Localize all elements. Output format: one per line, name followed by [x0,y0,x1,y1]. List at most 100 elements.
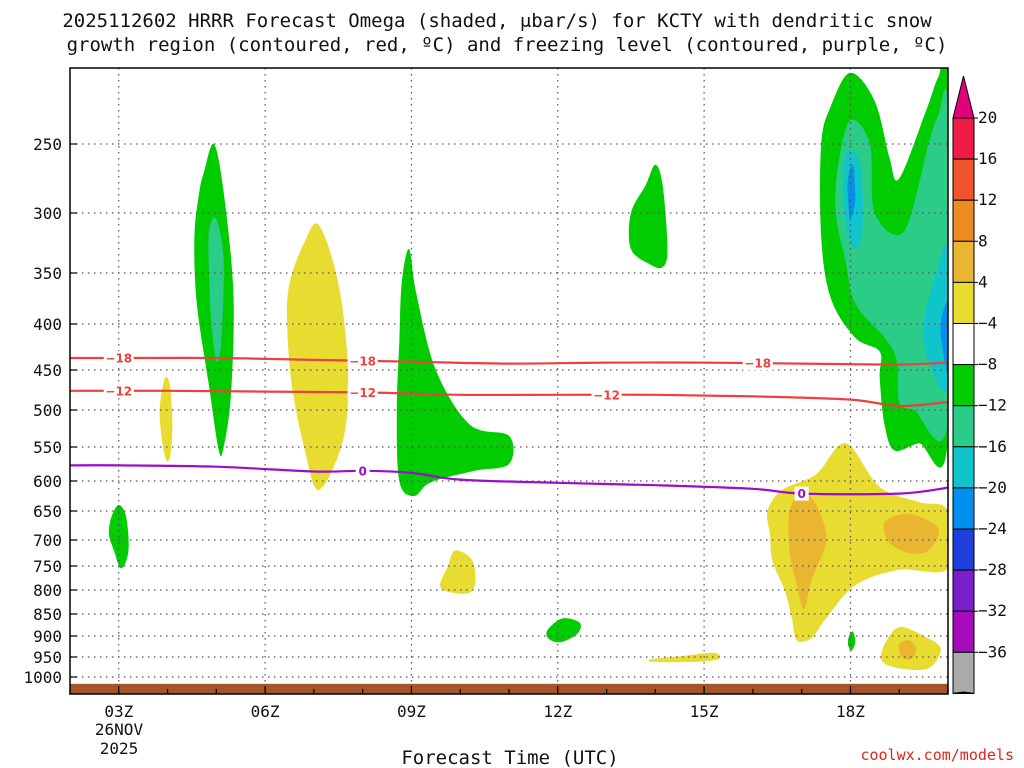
dgz-minus12-label-bg-1 [347,385,378,400]
dgz-minus12 [70,389,948,408]
freezing-level-label-bg-0 [355,463,370,478]
y-tick-label-250: 250 [33,135,62,154]
dgz-minus12-label-bg-2 [591,387,622,402]
dgz-minus18-label-bg-2 [742,356,773,371]
y-tick-label-900: 900 [33,627,62,646]
dgz-minus12-label-1: −12 [349,386,376,400]
x-tick-label-12Z: 12Z [543,702,572,721]
colorbar-label-1: 16 [978,149,997,168]
dgz-minus18 [70,356,948,366]
x-axis-title: Forecast Time (UTC) [401,747,618,768]
omega-sink-1930z-orange [898,640,917,660]
chart-title-line2: growth region (contoured, red, ºC) and f… [67,34,948,56]
y-tick-label-650: 650 [33,502,62,521]
y-tick-label-600: 600 [33,472,62,491]
colorbar-band-12 [952,610,975,653]
colorbar-top-arrow [952,75,975,119]
y-tick-label-350: 350 [33,264,62,283]
colorbar-band-13 [952,651,975,694]
colorbar: 20 16 12 8 4 −4 −8 −12 −16 −20 −24 −28 −32 −36 [952,75,1007,694]
colorbar-label-6: −8 [978,355,997,374]
colorbar-label-2: 12 [978,190,997,209]
colorbar-band-10 [952,528,975,571]
omega-sink-04z [159,377,173,462]
y-tick-label-950: 950 [33,648,62,667]
dgz-minus12-label-bg-0 [103,383,134,398]
colorbar-label-8: −16 [978,437,1007,456]
y-tick-label-450: 450 [33,361,62,380]
y-tick-label-300: 300 [33,204,62,223]
y-tick-label-700: 700 [33,531,62,550]
y-axis: 250 300 350 400 450 500 550 600 650 700 750 800 850 9… [23,135,77,687]
colorbar-label-13: −36 [978,642,1007,661]
y-tick-label-550: 550 [33,438,62,457]
y-tick-label-500: 500 [33,401,62,420]
omega-sink-14z [648,652,721,663]
chart-title-line1: 2025112602 HRRR Forecast Omega (shaded, … [62,10,932,32]
dgz-minus18-label-1: −18 [349,354,376,368]
x-tick-label-09Z: 09Z [397,702,426,721]
contour-layer: −18 −18 −18 −12 −12 −12 0 0 [70,351,948,501]
colorbar-band-1 [952,158,975,201]
y-tick-label-800: 800 [33,581,62,600]
colorbar-band-11 [952,569,975,612]
colorbar-label-4: 4 [978,272,988,291]
omega-lift-upper-right-blue2 [940,301,948,372]
colorbar-label-9: −20 [978,478,1007,497]
colorbar-band-7 [952,405,975,448]
freezing-level-label-bg-1 [794,486,809,501]
omega-lift-14z [628,164,668,269]
credit-text: coolwx.com/models [860,746,1014,764]
colorbar-band-6 [952,364,975,407]
x-date-label-year: 2025 [100,739,139,758]
colorbar-label-3: 8 [978,231,988,250]
omega-sink-lower-right-orange [788,492,827,610]
x-axis: 03Z 06Z 09Z 12Z 15Z 18Z [69,686,949,721]
y-tick-label-750: 750 [33,557,62,576]
grid-layer [70,68,948,694]
x-tick-label-18Z: 18Z [836,702,865,721]
colorbar-label-0: 20 [978,108,997,127]
colorbar-label-12: −32 [978,601,1007,620]
dgz-minus12-label-2: −12 [593,388,620,402]
x-tick-label-06Z: 06Z [251,702,280,721]
freezing-level-label-0: 0 [358,464,366,478]
freezing-level-label-1: 0 [797,487,805,501]
omega-sink-lower-right-orange2 [883,513,939,554]
omega-lift-upper-right-inner [835,88,948,442]
omega-lift-12z [546,618,581,643]
y-tick-label-400: 400 [33,315,62,334]
y-tick-label-850: 850 [33,605,62,624]
terrain-layer [70,683,948,694]
omega-lift-09z [396,248,514,497]
omega-lift-inner-05z [208,217,224,362]
colorbar-label-10: −24 [978,519,1007,538]
omega-lift-upper-right-blue [847,164,856,219]
colorbar-band-3 [952,240,975,283]
colorbar-bottom-arrow [952,691,975,694]
dgz-minus18-label-bg-0 [103,351,134,366]
omega-shading-layer [108,68,948,670]
colorbar-label-11: −28 [978,560,1007,579]
omega-sink-07z [286,223,349,491]
colorbar-band-5 [952,323,975,366]
omega-lift-18z-small [847,631,856,651]
dgz-minus12-label-0: −12 [105,384,132,398]
dgz-minus18-label-bg-1 [347,353,378,368]
omega-lift-upper-right-cyan2 [923,244,948,392]
omega-sink-10z [440,550,476,594]
surface [70,683,948,694]
y-tick-label-1000: 1000 [23,668,62,687]
x-tick-label-15Z: 15Z [690,702,719,721]
x-tick-label-03Z: 03Z [104,702,133,721]
dgz-minus18-label-2: −18 [744,357,771,371]
colorbar-label-5: −4 [978,314,997,333]
x-date-label-day: 26NOV [95,720,144,739]
colorbar-band-9 [952,487,975,530]
colorbar-band-4 [952,281,975,324]
dgz-minus18-label-0: −18 [105,352,132,366]
colorbar-band-8 [952,446,975,489]
colorbar-band-2 [952,199,975,242]
colorbar-band-0 [952,117,975,160]
